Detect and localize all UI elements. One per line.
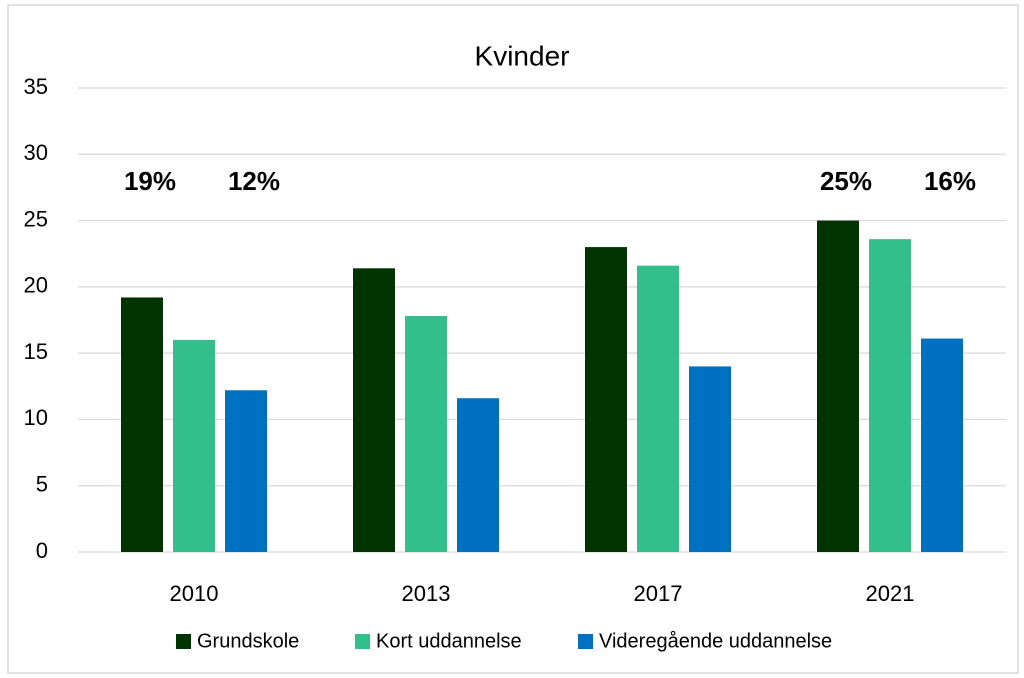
bar (225, 390, 267, 552)
legend-label: Kort uddannelse (376, 630, 522, 652)
y-tick-label: 5 (36, 472, 48, 497)
bar (637, 265, 679, 552)
value-label: 16% (924, 166, 976, 196)
x-tick-label: 2010 (170, 581, 219, 606)
x-tick-label: 2013 (402, 581, 451, 606)
bar (921, 338, 963, 552)
value-label: 19% (124, 166, 176, 196)
y-tick-label: 30 (24, 140, 48, 165)
bar (405, 316, 447, 552)
bar (689, 366, 731, 552)
legend-label: Grundskole (197, 630, 299, 652)
bar (173, 339, 215, 552)
x-tick-label: 2017 (634, 581, 683, 606)
chart-title: Kvinder (475, 40, 570, 71)
bar (457, 398, 499, 552)
legend-label: Videregående uddannelse (599, 630, 832, 652)
bar (869, 239, 911, 553)
y-tick-label: 15 (24, 339, 48, 364)
bar (121, 297, 163, 552)
legend-swatch (578, 634, 593, 649)
y-tick-label: 35 (24, 74, 48, 99)
legend-swatch (355, 634, 370, 649)
y-tick-label: 10 (24, 405, 48, 430)
legend-swatch (176, 634, 191, 649)
y-tick-label: 25 (24, 206, 48, 231)
y-tick-label: 0 (36, 538, 48, 563)
value-label: 25% (820, 166, 872, 196)
bar (353, 268, 395, 552)
bar (817, 220, 859, 553)
bar (585, 247, 627, 553)
y-tick-label: 20 (24, 273, 48, 298)
x-tick-label: 2021 (866, 581, 915, 606)
value-label: 12% (228, 166, 280, 196)
